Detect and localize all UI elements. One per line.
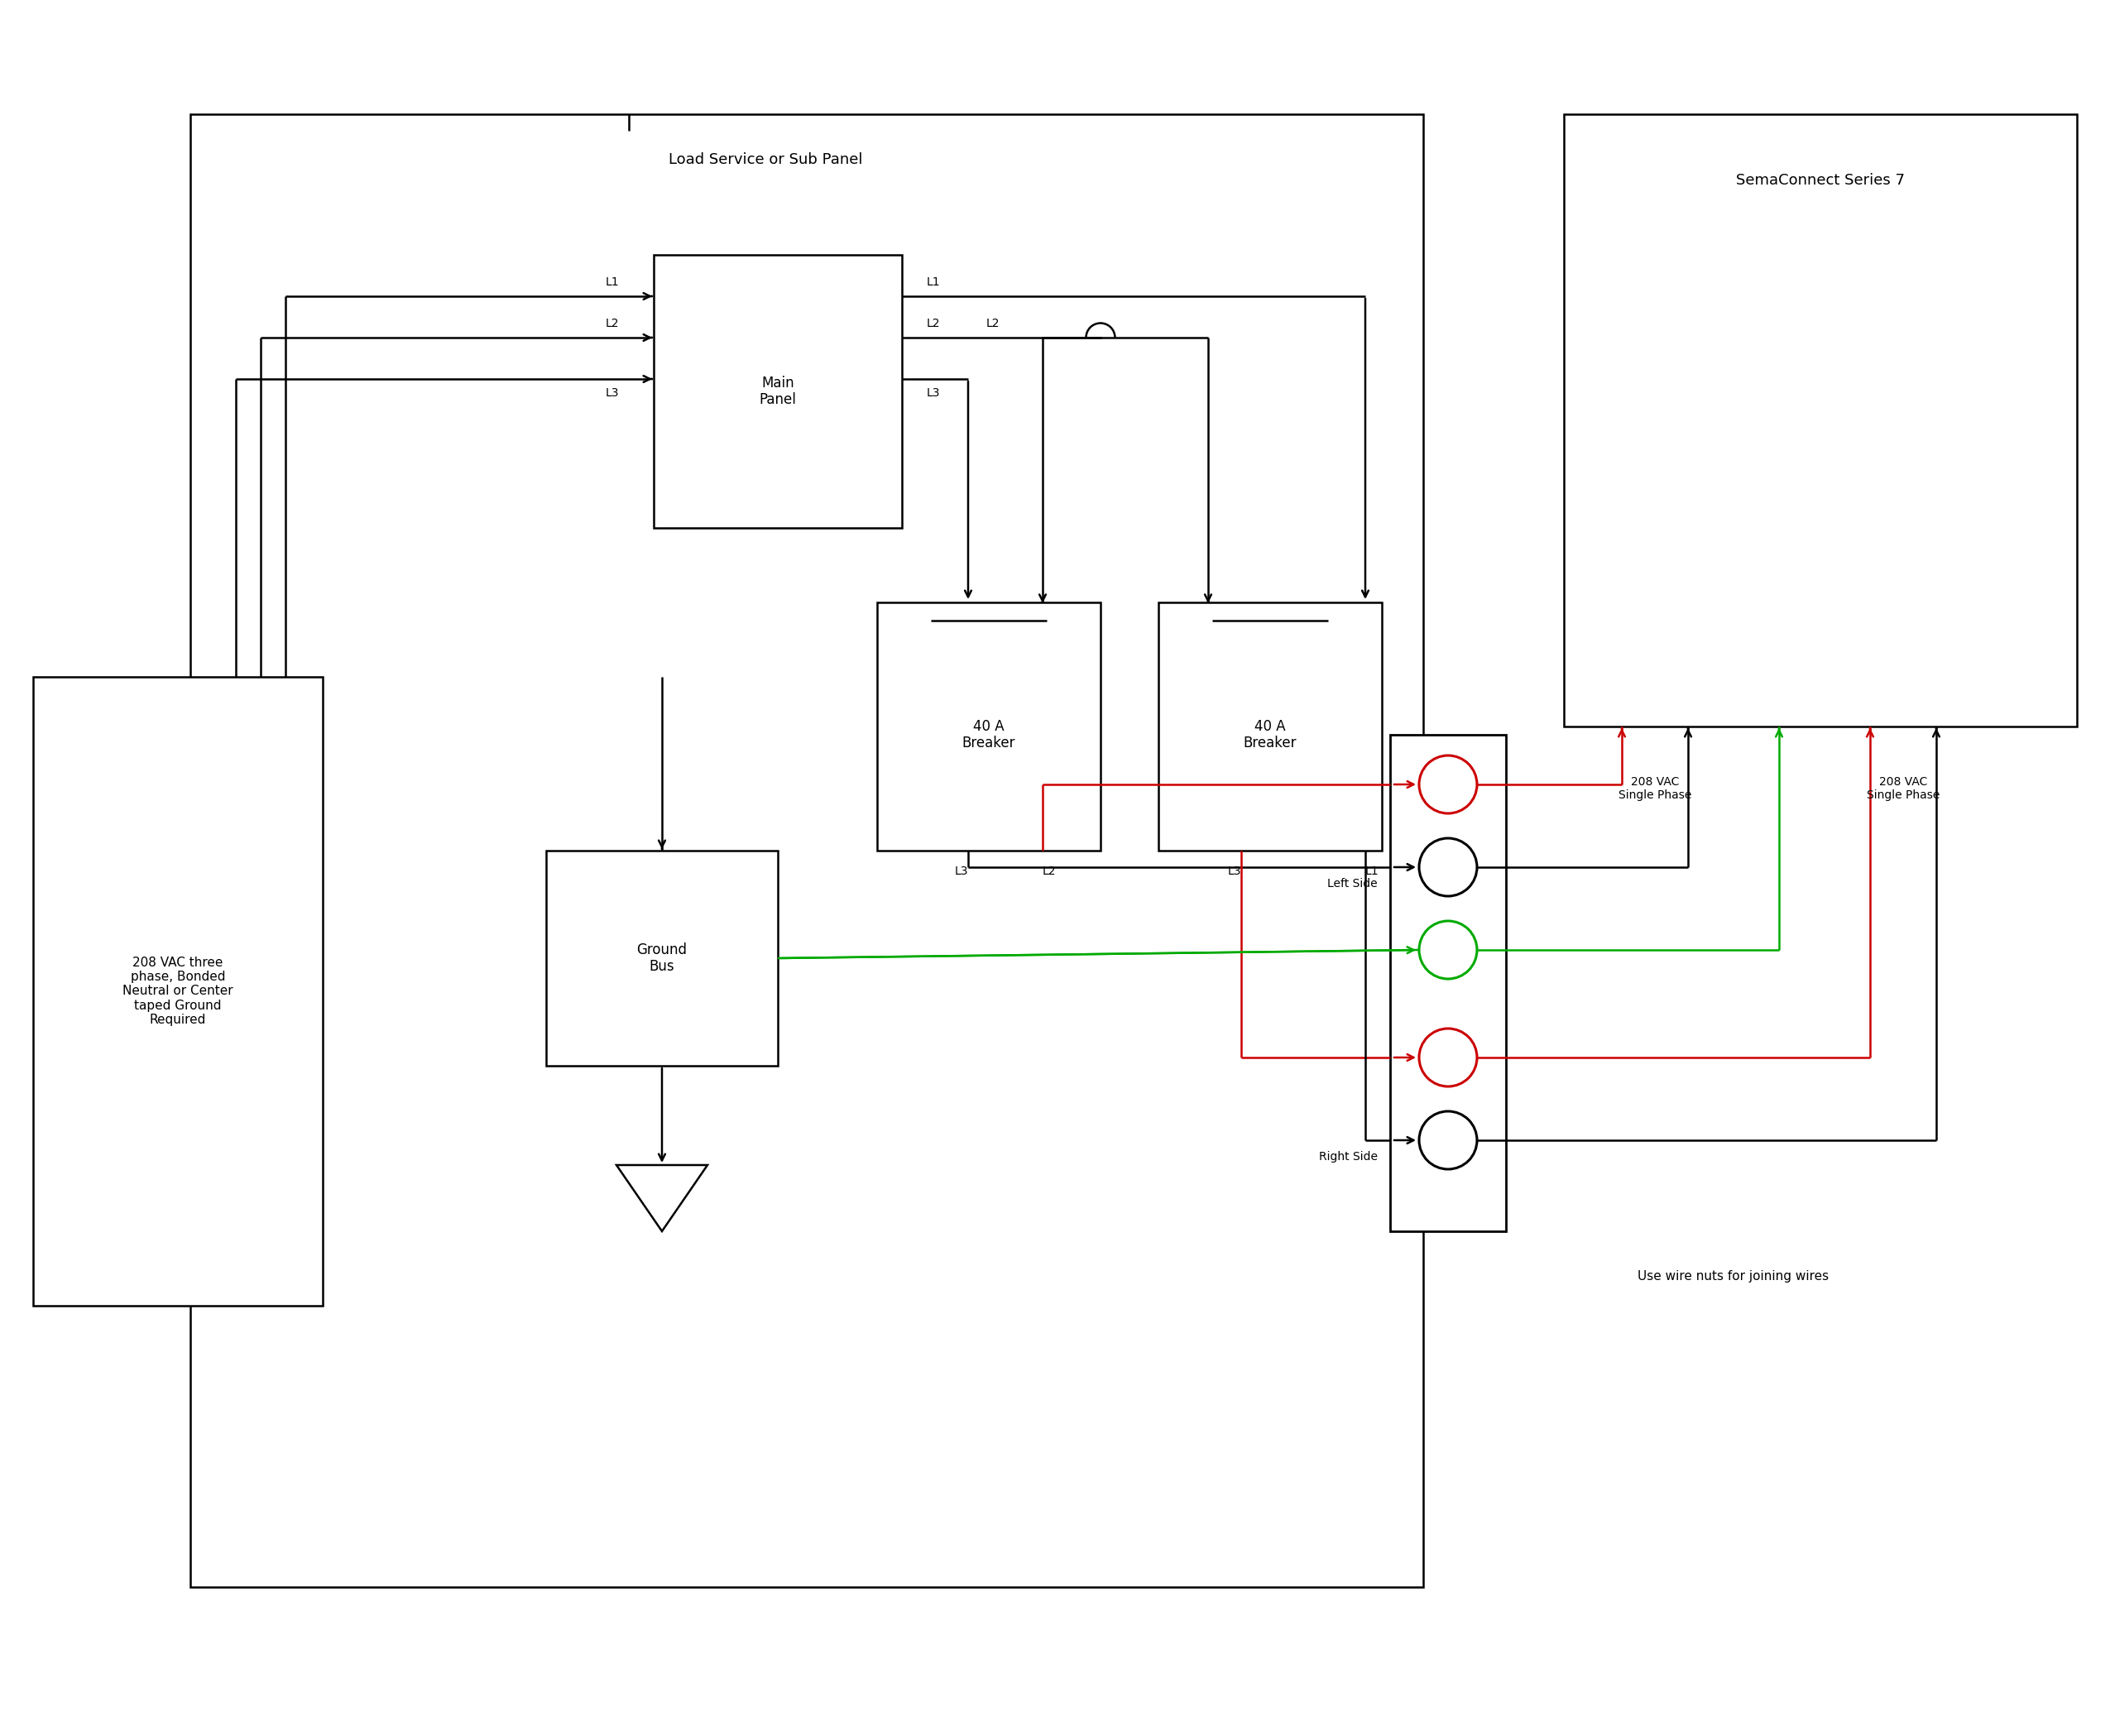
Text: L2: L2 (606, 318, 618, 330)
Text: L3: L3 (1228, 866, 1241, 877)
Text: 208 VAC
Single Phase: 208 VAC Single Phase (1618, 776, 1692, 800)
Circle shape (1420, 922, 1477, 979)
Polygon shape (616, 1165, 707, 1231)
FancyBboxPatch shape (546, 851, 779, 1066)
FancyBboxPatch shape (190, 115, 1424, 1587)
FancyBboxPatch shape (1564, 115, 2076, 726)
Text: L2: L2 (1042, 866, 1055, 877)
Text: L2: L2 (926, 318, 941, 330)
Text: Left Side: Left Side (1327, 878, 1378, 889)
Text: 40 A
Breaker: 40 A Breaker (1243, 719, 1298, 752)
FancyBboxPatch shape (1390, 734, 1507, 1231)
Text: 208 VAC
Single Phase: 208 VAC Single Phase (1867, 776, 1939, 800)
FancyBboxPatch shape (654, 255, 901, 528)
Text: L1: L1 (606, 276, 618, 288)
Text: SemaConnect Series 7: SemaConnect Series 7 (1737, 174, 1905, 187)
Text: L1: L1 (926, 276, 941, 288)
Circle shape (1420, 838, 1477, 896)
Circle shape (1420, 1111, 1477, 1168)
Text: 208 VAC three
phase, Bonded
Neutral or Center
taped Ground
Required: 208 VAC three phase, Bonded Neutral or C… (122, 957, 234, 1026)
Circle shape (1420, 1028, 1477, 1087)
FancyBboxPatch shape (878, 602, 1101, 851)
Text: L3: L3 (954, 866, 968, 877)
Text: L3: L3 (606, 387, 618, 399)
FancyBboxPatch shape (34, 677, 323, 1305)
FancyBboxPatch shape (1158, 602, 1382, 851)
Text: L1: L1 (1365, 866, 1378, 877)
Text: Use wire nuts for joining wires: Use wire nuts for joining wires (1637, 1271, 1829, 1283)
Text: Main
Panel: Main Panel (760, 375, 795, 408)
Text: Right Side: Right Side (1319, 1151, 1378, 1163)
Text: 40 A
Breaker: 40 A Breaker (962, 719, 1015, 752)
Text: Load Service or Sub Panel: Load Service or Sub Panel (669, 153, 863, 167)
Text: Ground
Bus: Ground Bus (637, 943, 688, 974)
Text: L3: L3 (926, 387, 941, 399)
Text: L2: L2 (985, 318, 1000, 330)
Circle shape (1420, 755, 1477, 814)
